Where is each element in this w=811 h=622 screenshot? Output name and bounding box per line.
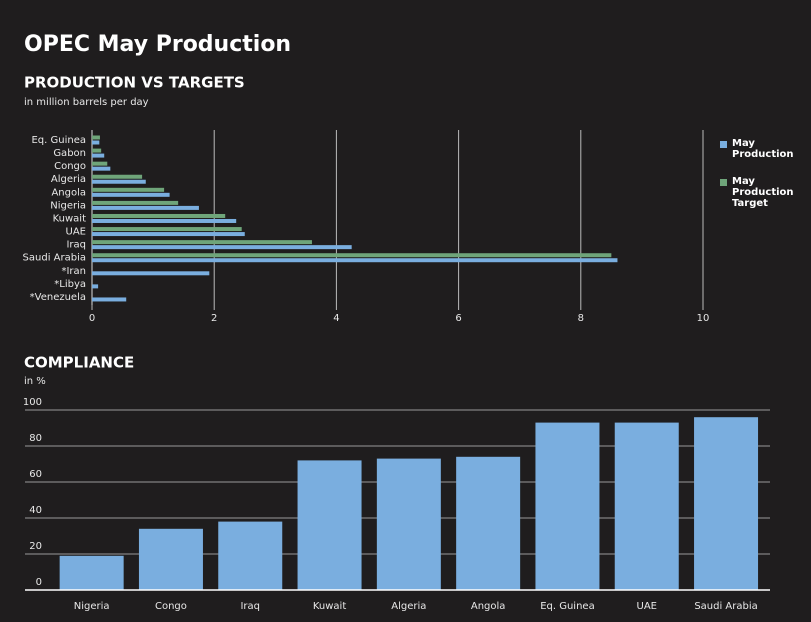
bar xyxy=(92,232,245,237)
legend-label: May Production xyxy=(732,138,794,160)
bar xyxy=(92,161,108,166)
x-tick-label: Angola xyxy=(471,601,506,612)
y-tick-label: Kuwait xyxy=(53,213,86,224)
legend-swatch xyxy=(720,141,727,148)
bar xyxy=(92,240,312,245)
bar xyxy=(456,456,521,590)
legend-label: May Production Target xyxy=(732,176,794,209)
y-tick-label: 60 xyxy=(29,469,42,480)
y-tick-label: 80 xyxy=(29,433,42,444)
x-tick-label: 10 xyxy=(697,313,710,324)
bar xyxy=(535,422,600,590)
legend: May Production May Production Target xyxy=(720,138,800,225)
bar xyxy=(92,135,100,140)
y-tick-label: Eq. Guinea xyxy=(31,135,86,146)
x-tick-label: 8 xyxy=(578,313,584,324)
bar xyxy=(92,218,237,223)
chart-subtitle: in million barrels per day xyxy=(24,97,149,108)
y-tick-label: Gabon xyxy=(53,148,86,159)
bar xyxy=(92,227,242,232)
chart-title: COMPLIANCE xyxy=(24,354,134,372)
bar xyxy=(92,253,612,258)
y-tick-label: *Libya xyxy=(54,279,86,290)
bar xyxy=(92,187,165,192)
chart-title: PRODUCTION VS TARGETS xyxy=(24,74,245,92)
bar xyxy=(92,297,127,302)
bar xyxy=(92,192,170,197)
x-tick-label: 0 xyxy=(89,313,95,324)
bar xyxy=(92,153,105,158)
bar xyxy=(92,174,143,179)
bar xyxy=(92,179,146,184)
x-tick-label: 4 xyxy=(333,313,339,324)
bar xyxy=(138,528,203,590)
bar xyxy=(92,245,352,250)
y-tick-label: UAE xyxy=(66,227,86,238)
bar xyxy=(614,422,679,590)
bar xyxy=(92,284,99,289)
x-tick-label: Iraq xyxy=(240,601,260,612)
y-tick-label: 100 xyxy=(23,397,42,408)
bar xyxy=(92,213,226,218)
bar xyxy=(297,460,362,590)
y-tick-label: Angola xyxy=(51,187,86,198)
y-tick-label: 40 xyxy=(29,505,42,516)
legend-item: May Production Target xyxy=(720,176,800,209)
bar xyxy=(92,205,199,210)
y-tick-label: Nigeria xyxy=(50,200,86,211)
bar xyxy=(92,258,618,263)
y-tick-label: Saudi Arabia xyxy=(23,253,86,264)
bar xyxy=(92,148,102,153)
bar xyxy=(92,271,210,276)
y-tick-label: *Iran xyxy=(61,266,86,277)
bar xyxy=(694,417,759,590)
legend-item: May Production xyxy=(720,138,800,160)
x-tick-label: Saudi Arabia xyxy=(694,601,757,612)
y-tick-label: 20 xyxy=(29,541,42,552)
bar xyxy=(92,140,100,145)
x-tick-label: UAE xyxy=(637,601,657,612)
x-tick-label: 2 xyxy=(211,313,217,324)
bar xyxy=(92,200,179,205)
x-tick-label: Congo xyxy=(155,601,187,612)
page-title: OPEC May Production xyxy=(24,32,291,57)
x-tick-label: Nigeria xyxy=(74,601,110,612)
bar xyxy=(92,166,111,171)
x-tick-label: Kuwait xyxy=(313,601,346,612)
y-tick-label: Algeria xyxy=(51,174,86,185)
y-tick-label: Iraq xyxy=(66,240,86,251)
bar xyxy=(218,521,283,590)
legend-swatch xyxy=(720,179,727,186)
x-tick-label: 6 xyxy=(455,313,461,324)
x-tick-label: Algeria xyxy=(391,601,426,612)
y-tick-label: *Venezuela xyxy=(30,292,86,303)
y-tick-label: Congo xyxy=(54,161,86,172)
y-tick-label: 0 xyxy=(36,577,42,588)
x-tick-label: Eq. Guinea xyxy=(540,601,595,612)
bar xyxy=(59,555,124,590)
chart-subtitle: in % xyxy=(24,376,46,387)
bar xyxy=(376,458,441,590)
